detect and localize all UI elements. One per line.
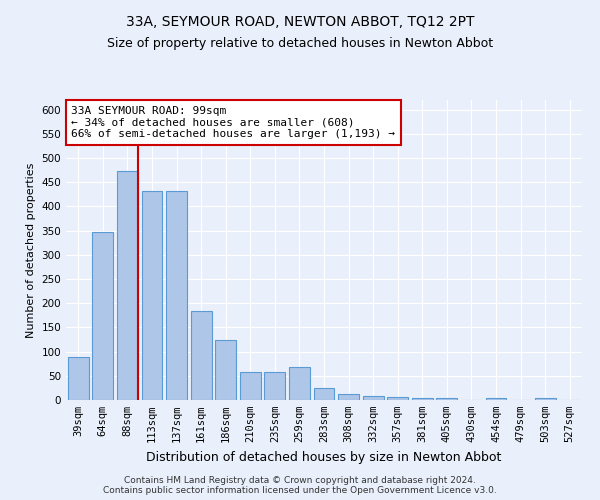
- Text: 33A, SEYMOUR ROAD, NEWTON ABBOT, TQ12 2PT: 33A, SEYMOUR ROAD, NEWTON ABBOT, TQ12 2P…: [126, 15, 474, 29]
- Bar: [68, 358, 89, 400]
- Bar: [117, 170, 138, 400]
- Bar: [436, 398, 457, 400]
- Bar: [265, 372, 286, 400]
- Text: Size of property relative to detached houses in Newton Abbot: Size of property relative to detached ho…: [107, 38, 493, 51]
- Bar: [92, 232, 113, 400]
- Bar: [191, 311, 212, 400]
- Bar: [362, 396, 383, 400]
- Bar: [535, 398, 556, 400]
- Text: 33A SEYMOUR ROAD: 99sqm
← 34% of detached houses are smaller (608)
66% of semi-d: 33A SEYMOUR ROAD: 99sqm ← 34% of detache…: [71, 106, 395, 139]
- Bar: [166, 192, 187, 400]
- Bar: [387, 397, 408, 400]
- X-axis label: Distribution of detached houses by size in Newton Abbot: Distribution of detached houses by size …: [146, 450, 502, 464]
- Bar: [289, 367, 310, 400]
- Bar: [240, 372, 261, 400]
- Bar: [142, 192, 163, 400]
- Bar: [485, 398, 506, 400]
- Y-axis label: Number of detached properties: Number of detached properties: [26, 162, 36, 338]
- Bar: [215, 340, 236, 400]
- Bar: [338, 394, 359, 400]
- Bar: [412, 398, 433, 400]
- Bar: [314, 388, 334, 400]
- Text: Contains HM Land Registry data © Crown copyright and database right 2024.
Contai: Contains HM Land Registry data © Crown c…: [103, 476, 497, 495]
